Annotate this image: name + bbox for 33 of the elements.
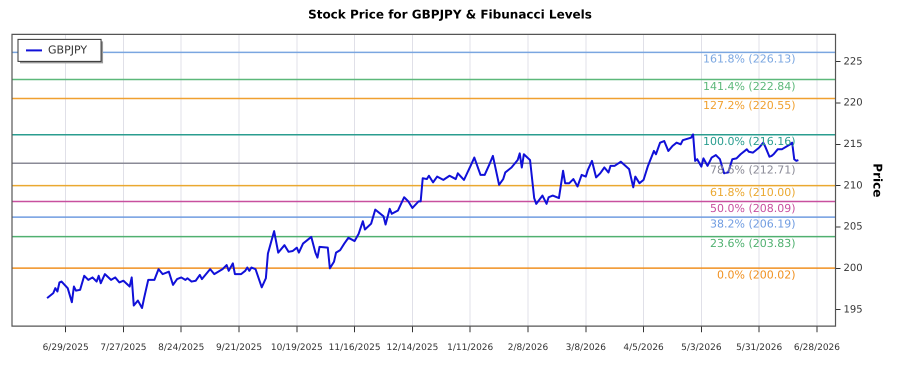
x-tick-label: 11/16/2025: [328, 342, 381, 353]
ref-line-label: 127.2% (220.55): [702, 98, 796, 112]
x-tick-label: 7/27/2025: [100, 342, 147, 353]
y-tick-label: 220: [844, 98, 863, 109]
y-tick-label: 215: [844, 138, 863, 150]
ref-line-label: 50.0% (208.09): [710, 202, 796, 215]
x-tick-label: 5/3/2026: [681, 342, 722, 353]
y-tick-label: 205: [844, 222, 863, 233]
ref-line-label: 141.4% (222.84): [702, 80, 796, 93]
ref-line-label: 100.0% (216.16): [702, 135, 796, 148]
ref-line-label: 38.2% (206.19): [710, 218, 796, 231]
chart-title: Stock Price for GBPJPY & Fibunacci Levels: [308, 7, 592, 22]
x-tick-label: 3/8/2026: [566, 342, 606, 353]
x-tick-label: 2/8/2026: [508, 342, 548, 353]
ref-line-label: 161.8% (226.13): [702, 52, 796, 66]
x-tick-label: 9/21/2025: [216, 342, 262, 353]
y-tick-label: 200: [844, 262, 863, 274]
x-tick-label: 6/29/2025: [42, 342, 89, 353]
x-tick-label: 6/28/2026: [794, 342, 840, 353]
y-axis-title: Price: [870, 163, 885, 198]
legend-label: GBPJPY: [48, 43, 88, 56]
x-tick-label: 5/31/2026: [736, 342, 782, 353]
x-tick-label: 10/19/2025: [270, 342, 323, 353]
x-tick-label: 1/11/2026: [447, 342, 494, 353]
y-tick-label: 210: [844, 180, 863, 192]
ref-line-label: 23.6% (203.83): [710, 237, 796, 250]
y-tick-label: 195: [844, 304, 863, 316]
x-tick-label: 4/5/2026: [623, 342, 664, 353]
ref-line-label: 0.0% (200.02): [716, 268, 796, 282]
ref-line-label: 61.8% (210.00): [710, 186, 796, 200]
x-tick-label: 12/14/2025: [386, 342, 438, 353]
y-tick-label: 225: [844, 56, 863, 68]
x-tick-label: 8/24/2025: [158, 342, 204, 353]
